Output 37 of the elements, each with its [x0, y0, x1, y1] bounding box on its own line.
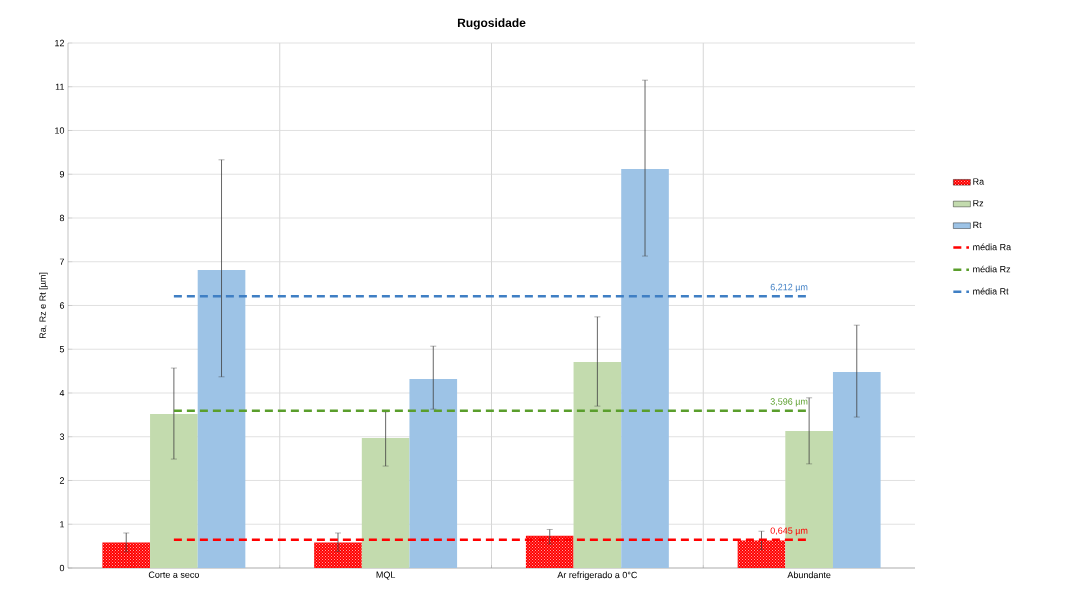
y-tick-label: 11 [55, 83, 65, 90]
legend-label: Ra [973, 178, 985, 185]
y-tick-label: 8 [59, 214, 65, 222]
annotation: 6,212 µm [770, 283, 808, 293]
bar [197, 270, 246, 568]
bar [314, 542, 362, 568]
y-tick-label: 9 [59, 171, 65, 178]
bar [409, 379, 458, 568]
legend-label: média Rz [973, 265, 1011, 273]
x-tick-label: Corte a seco [148, 571, 199, 578]
bar [832, 372, 881, 568]
y-tick-label: 3 [59, 433, 65, 440]
y-tick-label: 0 [59, 564, 65, 572]
y-tick-label: 1 [60, 521, 65, 528]
y-tick-label: 6 [59, 302, 65, 309]
bar [361, 438, 410, 568]
x-tick-label: Abundante [787, 571, 831, 579]
y-tick-label: 10 [55, 127, 65, 134]
y-tick-label: 4 [59, 389, 65, 397]
annotation: 3,596 µm [770, 398, 808, 407]
bar [102, 542, 151, 568]
legend-label: Rt [973, 221, 982, 229]
x-tick-label: MQL [376, 571, 396, 580]
y-tick-label: 5 [59, 346, 65, 353]
legend-label: média Ra [973, 243, 1012, 251]
y-tick-label: 7 [59, 258, 65, 265]
y-axis-title: Ra, Rz e Rt [µm] [39, 272, 48, 339]
bar [573, 361, 622, 568]
y-tick-label: 12 [55, 39, 65, 47]
y-tick-label: 2 [59, 477, 65, 484]
annotation: 0,645 µm [770, 527, 808, 536]
chart-title: Rugosidade [457, 18, 526, 30]
legend-label: Rz [973, 200, 984, 207]
x-tick-label: Ar refrigerado a 0°C [557, 571, 638, 580]
bar [150, 414, 198, 568]
legend-label: média Rt [973, 287, 1009, 295]
bar [621, 168, 669, 568]
